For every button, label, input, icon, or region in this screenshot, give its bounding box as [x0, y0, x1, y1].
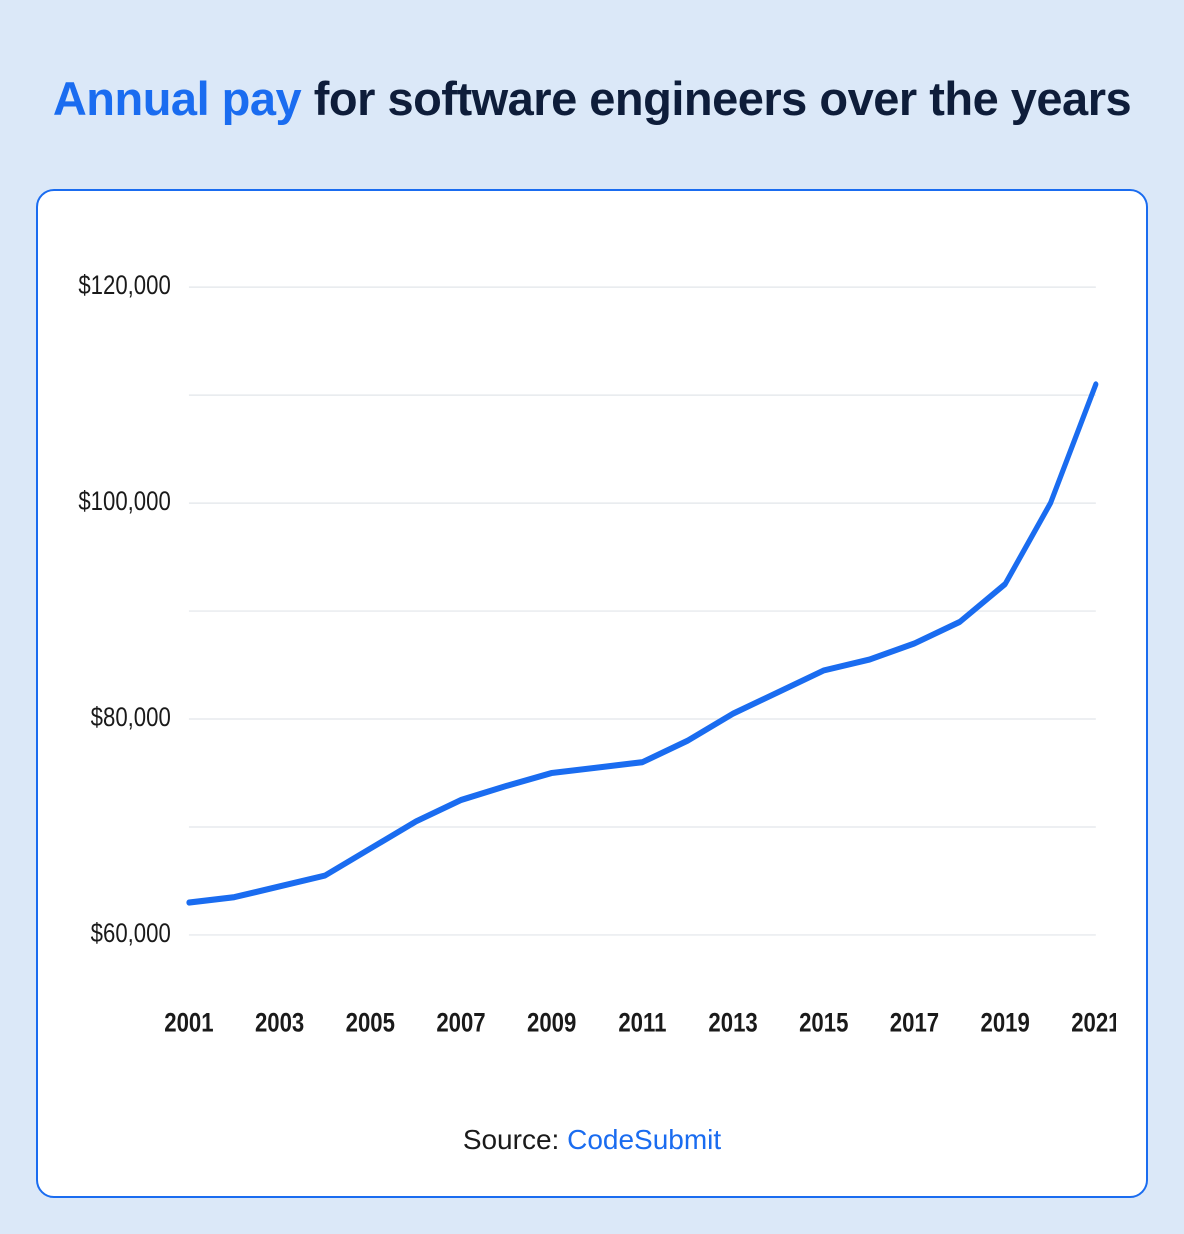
- page-container: Annual pay for software engineers over t…: [0, 0, 1184, 1234]
- x-tick-label: 2005: [346, 1008, 395, 1037]
- x-tick-label: 2011: [618, 1008, 666, 1037]
- x-tick-label: 2001: [164, 1008, 213, 1037]
- x-tick-label: 2017: [890, 1008, 939, 1037]
- data-line: [189, 384, 1096, 902]
- x-tick-label: 2013: [708, 1008, 757, 1037]
- chart-title: Annual pay for software engineers over t…: [53, 70, 1131, 129]
- x-tick-label: 2007: [436, 1008, 485, 1037]
- title-rest: for software engineers over the years: [301, 72, 1131, 125]
- y-tick-label: $120,000: [78, 271, 170, 300]
- y-tick-label: $100,000: [78, 487, 170, 516]
- source-label: Source:: [463, 1124, 567, 1155]
- x-tick-label: 2003: [255, 1008, 304, 1037]
- source-line: Source: CodeSubmit: [68, 1124, 1116, 1156]
- title-highlight: Annual pay: [53, 72, 301, 125]
- x-tick-label: 2021: [1071, 1008, 1116, 1037]
- line-chart: $60,000 $80,000 $100,000 $120,000 2001 2003 20…: [68, 221, 1116, 1074]
- source-link[interactable]: CodeSubmit: [567, 1124, 721, 1155]
- x-tick-label: 2009: [527, 1008, 576, 1037]
- x-tick-label: 2015: [799, 1008, 848, 1037]
- chart-card: $60,000 $80,000 $100,000 $120,000 2001 2003 20…: [36, 189, 1148, 1198]
- y-tick-label: $80,000: [91, 703, 171, 732]
- x-tick-label: 2019: [981, 1008, 1030, 1037]
- chart-area: $60,000 $80,000 $100,000 $120,000 2001 2003 20…: [68, 221, 1116, 1074]
- y-tick-label: $60,000: [91, 919, 171, 948]
